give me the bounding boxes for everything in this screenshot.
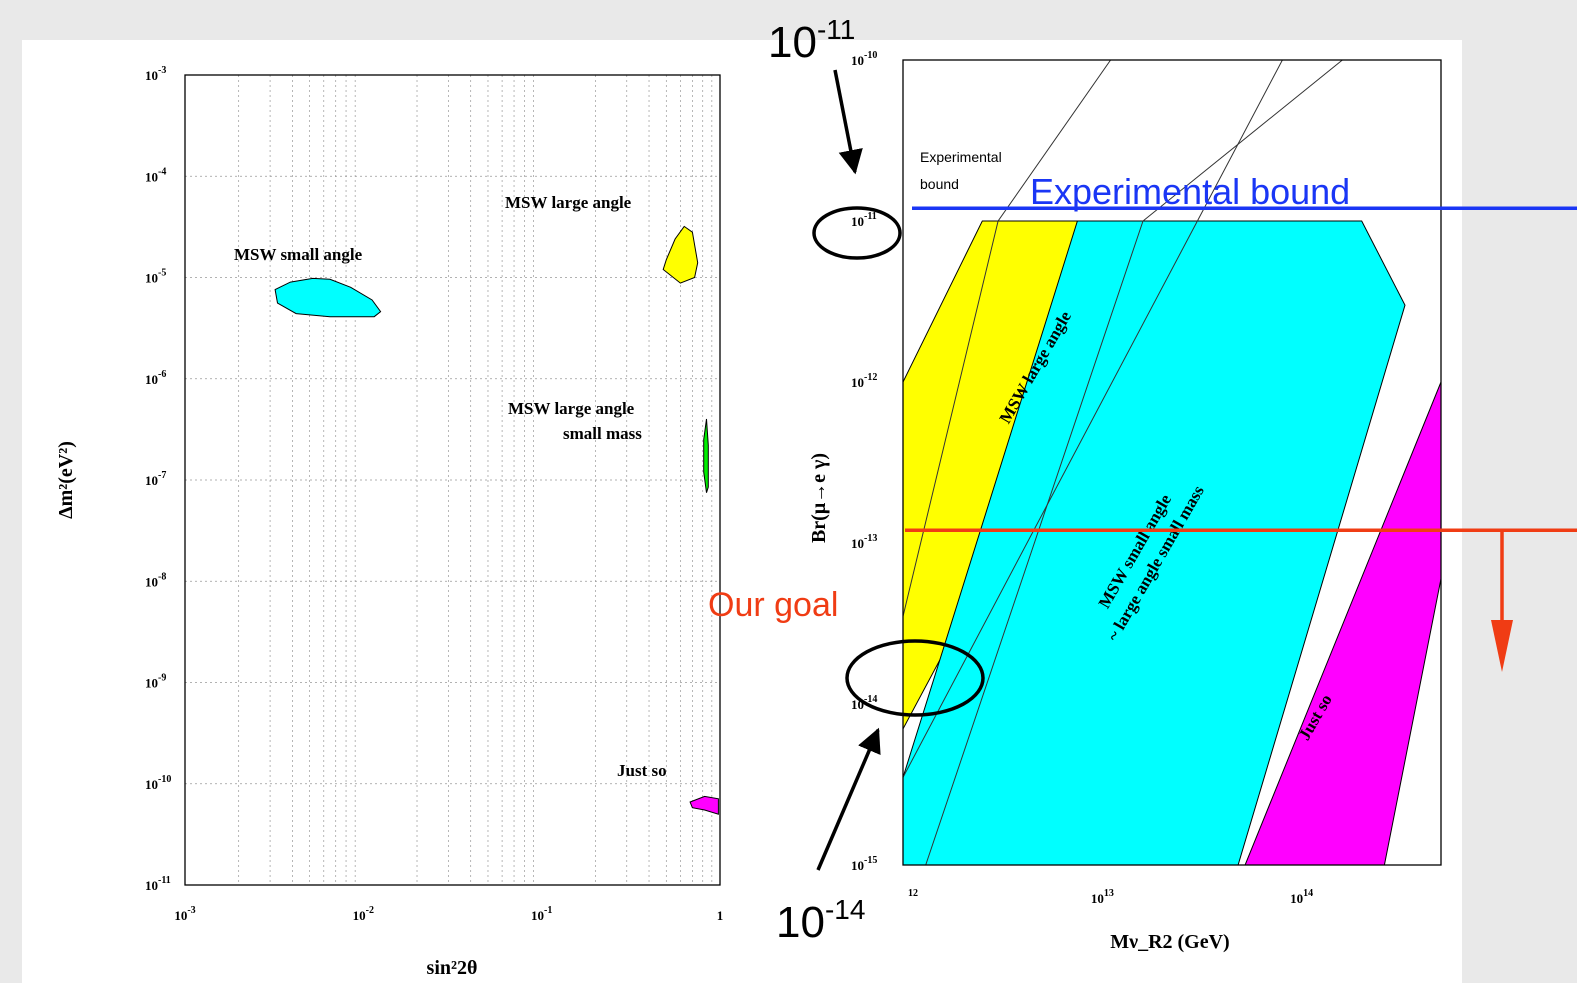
region-msw-small-angle <box>274 277 382 318</box>
left-x-tick-labels: 10-3 10-2 10-1 1 <box>174 905 723 923</box>
experimental-bound-annotation: Experimental bound <box>1030 171 1350 212</box>
right-y-tick-label: 10-15 <box>851 855 877 873</box>
right-x-tick-labels: 12 1013 1014 <box>908 888 1313 906</box>
left-x-tick-label: 1 <box>717 908 724 923</box>
label-msw-large-angle: MSW large angle <box>505 193 632 212</box>
region-just-so <box>689 795 719 815</box>
right-y-tick-label: 10-12 <box>851 372 877 390</box>
right-boundary-lines <box>903 60 1343 865</box>
left-x-axis-label: sin²2θ <box>427 957 478 979</box>
left-plot-frame <box>184 74 721 886</box>
label-just-so: Just so <box>617 761 667 780</box>
left-y-tick-label: 10-6 <box>145 369 166 387</box>
band-boundary-line <box>903 60 1283 778</box>
goal-arrow-head <box>1491 620 1513 672</box>
label-msw-large-angle-2: MSW large angle <box>508 399 635 418</box>
left-y-tick-label: 10-10 <box>145 774 171 792</box>
panel-label-bound: bound <box>920 176 959 192</box>
right-x-tick-label: 12 <box>908 888 918 899</box>
right-y-tick-label: 10-11 <box>851 211 877 229</box>
left-y-tick-label: 10-11 <box>145 875 171 893</box>
left-regions <box>274 225 719 815</box>
left-y-tick-labels: 10-3 10-4 10-5 10-6 10-7 10-8 10-9 10-10 10-11 <box>145 65 171 893</box>
right-bands <box>903 220 1441 865</box>
band-cyan <box>903 220 1406 865</box>
right-plot-frame <box>902 59 1442 866</box>
callout-10-14: 10-14 <box>776 894 865 947</box>
right-x-tick-label: 1014 <box>1290 888 1313 906</box>
circle-10-14 <box>845 639 985 717</box>
band-boundary-line <box>925 60 1343 865</box>
callout-arrow-bottom <box>816 727 881 871</box>
band-boundary-line <box>903 60 1112 617</box>
right-x-tick-label: 1013 <box>1091 888 1114 906</box>
region-msw-large-angle-small-mass <box>703 418 709 493</box>
region-msw-large-angle <box>662 225 699 284</box>
label-small-mass: small mass <box>563 424 642 443</box>
left-y-tick-label: 10-4 <box>145 166 166 184</box>
panel-label-experimental: Experimental <box>920 149 1002 165</box>
right-y-tick-label: 10-13 <box>851 533 877 551</box>
left-x-tick-label: 10-3 <box>174 905 195 923</box>
left-y-tick-label: 10-9 <box>145 673 166 691</box>
slide-annotations: Experimental bound Our goal 10-11 10-14 <box>708 14 1577 947</box>
left-y-tick-label: 10-3 <box>145 65 166 83</box>
band-magenta <box>1244 381 1441 865</box>
left-y-axis-label: Δm²(eV²) <box>55 441 77 519</box>
callout-arrow-top <box>833 69 863 175</box>
callout-10-11: 10-11 <box>768 14 855 67</box>
left-y-tick-label: 10-7 <box>145 470 166 488</box>
circle-10-11 <box>812 206 902 260</box>
our-goal-annotation: Our goal <box>708 586 838 624</box>
left-y-tick-label: 10-5 <box>145 268 166 286</box>
svg-text:Δm²(eV²): Δm²(eV²) <box>55 441 77 519</box>
svg-text:Br(μ→e γ): Br(μ→e γ) <box>808 453 830 543</box>
left-x-tick-label: 10-1 <box>531 905 552 923</box>
label-msw-small-angle: MSW small angle <box>234 245 363 264</box>
left-grid <box>185 74 720 885</box>
right-y-axis-label: Br(μ→e γ) <box>808 453 830 543</box>
left-x-tick-label: 10-2 <box>353 905 374 923</box>
right-x-axis-label: Mν_R2 (GeV) <box>1110 931 1229 953</box>
right-y-tick-label: 10-10 <box>851 50 877 68</box>
left-y-tick-label: 10-8 <box>145 571 166 589</box>
